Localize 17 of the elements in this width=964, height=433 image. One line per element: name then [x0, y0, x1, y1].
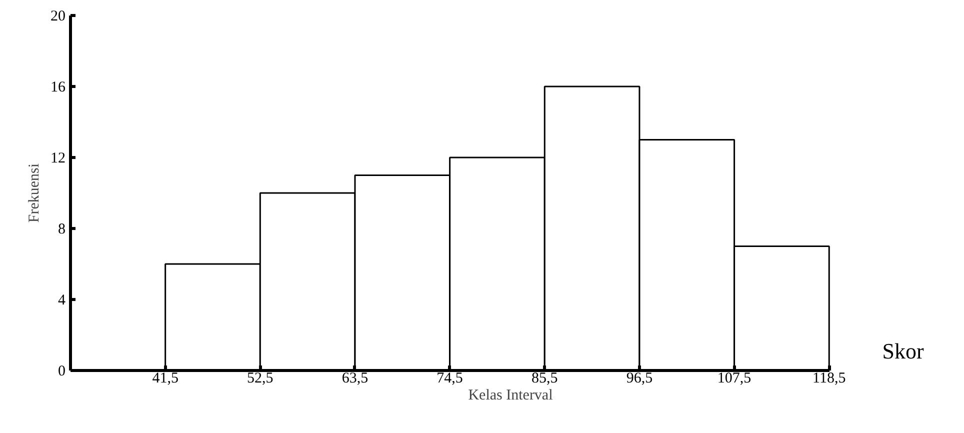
text: Skor	[882, 338, 924, 364]
y-axis-title: Frekuensi	[26, 163, 42, 223]
x-tick-label: 63,5	[342, 370, 368, 386]
x-tick-label: 118,5	[812, 370, 846, 386]
x-tick-label: 74,5	[436, 370, 463, 386]
y-tick-label: 4	[58, 292, 66, 308]
x-axis-title: Kelas Interval	[468, 388, 553, 404]
y-tick-label: 8	[58, 222, 66, 238]
x-tick-label: 96,5	[626, 370, 653, 386]
y-tick-label: 16	[50, 80, 66, 96]
x-tick-label: 85,5	[532, 370, 558, 386]
x-tick-label: 52,5	[247, 370, 274, 386]
y-tick-label: 0	[58, 364, 66, 380]
y-tick-label: 20	[50, 8, 66, 24]
x-tick-label: 107,5	[717, 370, 752, 386]
y-tick-label: 12	[50, 150, 66, 166]
x-tick-label: 41,5	[152, 370, 178, 386]
